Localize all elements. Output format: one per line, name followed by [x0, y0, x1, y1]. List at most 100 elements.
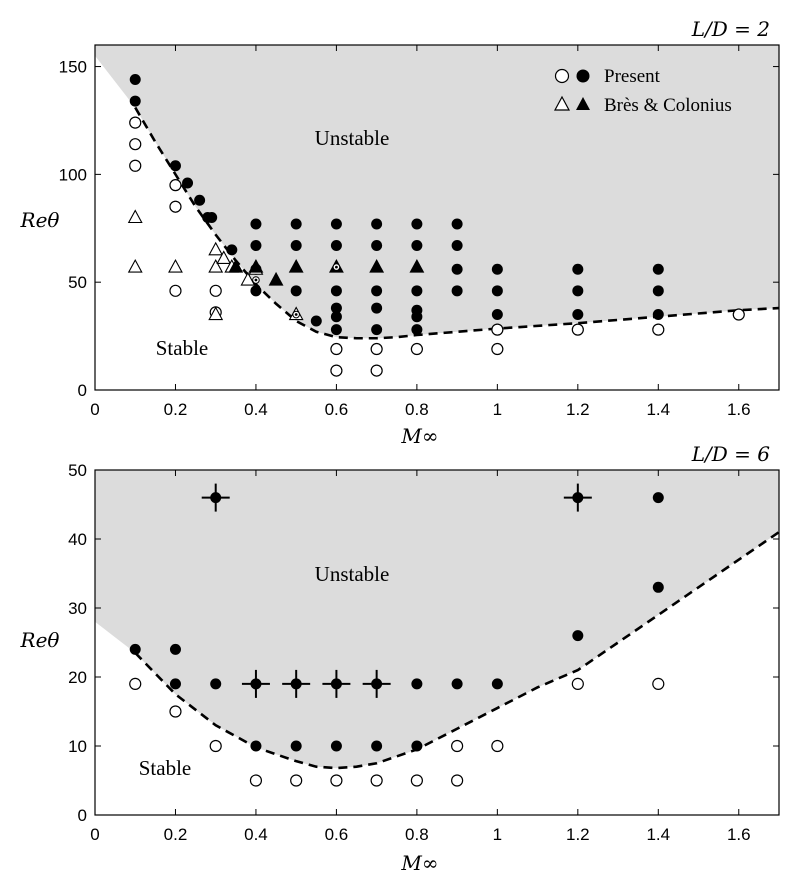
- bres-stable-point: [127, 258, 143, 273]
- present-unstable-point: [451, 218, 463, 230]
- bres-unstable-point: [268, 271, 284, 286]
- present-unstable-point: [572, 630, 584, 642]
- y-tick-label: 0: [78, 381, 87, 400]
- present-unstable-crossed-point: [210, 492, 222, 504]
- present-unstable-point: [652, 581, 664, 593]
- present-unstable-inner-point: [294, 313, 298, 316]
- bres-stable-point: [216, 250, 232, 265]
- plot-frame-ld2: [94, 44, 780, 391]
- present-stable-point: [652, 677, 665, 691]
- present-unstable-point: [491, 263, 503, 275]
- present-unstable-point: [129, 74, 141, 85]
- legend-present-label: Present: [604, 66, 661, 87]
- unstable-shading: [95, 470, 779, 769]
- present-stable-point: [209, 739, 222, 753]
- present-unstable-point: [411, 240, 423, 252]
- present-stable-point: [571, 323, 584, 336]
- panel-ld6: 0 0.2 0.4 0.6 0.8 1 1.2 1.4 1.6 0 10 20 30 40 50 L/D =…: [20, 442, 780, 875]
- present-unstable-inner-point: [335, 265, 338, 269]
- axis-ticks-ld6: 0 0.2 0.4 0.6 0.8 1 1.2 1.4 1.6 0 10 20 30 40 50: [68, 461, 779, 844]
- present-unstable-point: [491, 309, 503, 321]
- present-unstable-point: [572, 285, 584, 297]
- present-unstable-point: [652, 309, 664, 321]
- y-tick-label: 50: [68, 461, 87, 480]
- region-label-unstable-ld2: Unstable: [315, 126, 390, 150]
- present-stable-point: [169, 284, 182, 297]
- data-points-ld2: [127, 74, 745, 377]
- y-tick-label: 20: [68, 668, 87, 687]
- present-unstable-point: [169, 160, 181, 172]
- x-tick-label: 0: [90, 400, 99, 419]
- present-stable-point: [290, 774, 303, 787]
- x-tick-label: 1.4: [646, 825, 670, 844]
- present-unstable-point: [250, 218, 262, 230]
- present-unstable-point: [226, 244, 238, 256]
- present-unstable-point: [411, 678, 423, 690]
- bres-unstable-point: [288, 258, 304, 273]
- present-unstable-point: [290, 285, 302, 297]
- legend: Present Brès & Colonius: [553, 66, 732, 116]
- present-unstable-crossed-point: [330, 678, 342, 690]
- present-unstable-point: [290, 740, 302, 752]
- present-unstable-point: [330, 218, 342, 230]
- present-stable-point: [410, 342, 423, 356]
- data-points-ld6: [129, 483, 665, 787]
- present-stable-point: [491, 323, 504, 336]
- x-tick-label: 0.6: [325, 825, 349, 844]
- present-unstable-crossed-point: [572, 492, 584, 504]
- present-unstable-point: [572, 263, 584, 275]
- present-unstable-crossed-point: [290, 678, 302, 690]
- y-tick-label: 50: [68, 273, 87, 292]
- x-tick-label: 0.8: [405, 825, 429, 844]
- bres-stable-point: [208, 241, 224, 256]
- present-unstable-point: [371, 324, 383, 336]
- present-stable-point: [451, 739, 464, 753]
- present-unstable-point: [451, 285, 463, 297]
- present-unstable-crossed-point: [250, 678, 262, 690]
- bres-stable-point: [208, 306, 224, 321]
- present-unstable-point: [411, 311, 423, 323]
- present-unstable-point: [371, 285, 383, 297]
- present-unstable-point: [451, 678, 463, 690]
- bres-stable-point: [127, 209, 143, 224]
- present-stable-point: [249, 774, 263, 787]
- present-unstable-point: [250, 240, 262, 252]
- present-unstable-point: [451, 263, 463, 275]
- present-stable-point: [571, 677, 584, 691]
- present-unstable-point: [652, 492, 664, 504]
- unstable-region-ld2: [95, 45, 779, 339]
- y-tick-label: 150: [59, 58, 87, 77]
- x-tick-label: 0.2: [164, 400, 188, 419]
- y-tick-label: 10: [68, 737, 87, 756]
- present-unstable-point: [330, 285, 342, 297]
- present-unstable-point: [411, 285, 423, 297]
- bres-stable-point: [208, 258, 224, 273]
- legend-filled-triangle-icon: [576, 97, 590, 110]
- present-stable-point: [209, 284, 222, 297]
- present-stable-point: [370, 364, 383, 377]
- present-unstable-point: [411, 740, 423, 752]
- x-tick-label: 1: [493, 825, 502, 844]
- present-unstable-point: [451, 240, 463, 252]
- present-unstable-point: [330, 324, 342, 336]
- present-stable-point: [169, 705, 182, 718]
- present-unstable-point: [371, 218, 383, 230]
- stability-boundary-ld2: [134, 106, 779, 340]
- x-tick-label: 0: [90, 825, 99, 844]
- present-unstable-point: [310, 315, 322, 327]
- present-unstable-point: [169, 678, 181, 690]
- present-unstable-inner-point: [254, 278, 258, 282]
- present-unstable-point: [652, 263, 664, 275]
- axis-ticks-ld2: 0 0.2 0.4 0.6 0.8 1 1.2 1.4 1.6 0 50 100 150: [59, 45, 779, 419]
- present-unstable-point: [572, 309, 584, 321]
- x-tick-label: 0.4: [244, 825, 268, 844]
- x-tick-label: 1.2: [566, 825, 590, 844]
- present-unstable-point: [250, 740, 262, 752]
- present-stable-point: [732, 308, 745, 321]
- x-tick-label: 0.4: [244, 400, 268, 419]
- present-unstable-point: [371, 302, 383, 314]
- x-tick-label: 1.6: [727, 400, 751, 419]
- present-unstable-point: [330, 311, 342, 323]
- x-tick-label: 1.6: [727, 825, 751, 844]
